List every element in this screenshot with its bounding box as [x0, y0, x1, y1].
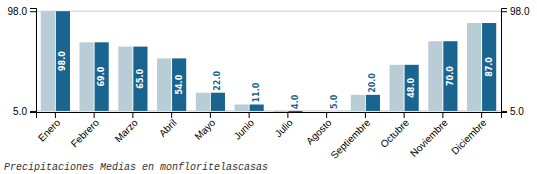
- title: Precipitaciones Medias en monfloritelasc…: [4, 162, 268, 173]
- bar: [211, 93, 225, 111]
- data-label: 54.0: [175, 74, 184, 94]
- data-label: 4.0: [291, 94, 300, 109]
- x-tick-label: Noviembre: [408, 117, 450, 159]
- x-tick-label: Febrero: [69, 117, 102, 150]
- x-tick: Diciembre: [449, 112, 489, 157]
- x-tick: Marzo: [113, 112, 141, 144]
- x-tick-label: Octubre: [378, 117, 411, 150]
- x-tick: Enero: [36, 112, 63, 144]
- data-label: 65.0: [136, 68, 145, 88]
- data-label: 48.0: [407, 78, 416, 98]
- x-tick-mark: [365, 112, 366, 118]
- data-label: 22.0: [213, 71, 222, 91]
- data-label: 70.0: [446, 66, 455, 86]
- x-tick-label: Mayo: [192, 117, 217, 142]
- x-tick-mark: [442, 112, 443, 118]
- bar: [95, 42, 109, 111]
- x-tick-mark: [287, 112, 288, 118]
- grid-line: [36, 11, 501, 12]
- x-tick-mark: [94, 112, 95, 118]
- x-tick-mark: [326, 112, 327, 118]
- x-tick: Abril: [157, 112, 179, 139]
- x-tick-mark: [171, 112, 172, 118]
- data-label: 87.0: [485, 57, 494, 77]
- bar: [235, 104, 249, 110]
- x-axis: EneroFebrero Marzo Abril Mayo Junio Julio Agos…: [36, 112, 502, 161]
- x-tick-label: Enero: [36, 117, 63, 144]
- x-tick-label: Abril: [157, 117, 179, 139]
- bar: [312, 110, 326, 111]
- data-label: 98.0: [58, 51, 67, 71]
- x-tick: Julio: [273, 112, 296, 139]
- x-tick: Agosto: [304, 112, 334, 147]
- y-tick-mark: [30, 11, 36, 12]
- x-tick-label: Agosto: [304, 117, 334, 147]
- bar: [133, 47, 147, 111]
- x-tick-mark: [481, 112, 482, 118]
- bar: [351, 95, 365, 111]
- y2-tick: 98.0: [501, 6, 530, 17]
- y2-tick-label: 5.0: [510, 106, 524, 117]
- x-tick: Junio: [232, 112, 257, 142]
- x-tick-label: Julio: [273, 117, 296, 140]
- bar: [327, 110, 341, 111]
- bar: [157, 58, 171, 111]
- y2-tick-mark: [501, 111, 507, 112]
- y-tick: 98.0: [8, 6, 36, 17]
- x-axis-line: [37, 113, 502, 119]
- y2-tick-label: 98.0: [510, 6, 530, 17]
- x-tick: Febrero: [69, 112, 102, 149]
- y-axis: 5.0 98.0: [8, 6, 37, 117]
- grid: [36, 11, 501, 111]
- y-tick: 5.0: [13, 106, 36, 117]
- x-tick: Septiembre: [329, 112, 373, 161]
- y-tick-label: 5.0: [13, 106, 27, 117]
- data-labels: 98.0 69.0 65.0 54.0 22.0 11.0 4.0 5.0 20.0 48.0 70…: [58, 51, 493, 109]
- y-tick-mark: [30, 111, 36, 112]
- bar: [428, 41, 442, 111]
- y2-axis: 5.0 98.0: [501, 6, 530, 117]
- data-label: 5.0: [330, 94, 339, 109]
- bars: [41, 11, 496, 112]
- x-tick-mark: [132, 112, 133, 118]
- y-tick-label: 98.0: [8, 6, 28, 17]
- data-label: 69.0: [97, 66, 106, 86]
- bar: [80, 42, 94, 111]
- bar: [250, 104, 264, 110]
- y2-tick-mark: [501, 11, 507, 12]
- x-tick-mark: [249, 112, 250, 118]
- y-axis-line: [30, 9, 37, 113]
- bar: [366, 95, 380, 111]
- x-tick-mark: [404, 112, 405, 118]
- x-tick: Noviembre: [408, 112, 450, 159]
- bar-series: [56, 11, 496, 112]
- bar: [288, 111, 302, 112]
- y2-tick: 5.0: [501, 106, 524, 117]
- bar: [405, 65, 419, 111]
- x-tick-mark: [55, 112, 56, 118]
- bar: [467, 23, 481, 111]
- bar: [118, 47, 132, 111]
- y2-axis-line: [502, 9, 508, 113]
- bar: [196, 93, 210, 111]
- x-tick: Mayo: [192, 112, 217, 142]
- bar: [172, 58, 186, 111]
- x-tick-label: Marzo: [113, 117, 141, 145]
- bar: [443, 41, 457, 111]
- bar: [273, 111, 287, 112]
- bar: [56, 11, 70, 111]
- x-tick-label: Junio: [232, 117, 257, 142]
- data-label: 11.0: [252, 82, 261, 102]
- bar: [482, 23, 496, 111]
- x-tick-label: Septiembre: [329, 117, 373, 161]
- x-tick-label: Diciembre: [449, 117, 489, 157]
- x-tick-mark: [210, 112, 211, 118]
- data-label: 20.0: [368, 73, 377, 93]
- bar-series: [41, 11, 481, 112]
- bar: [41, 11, 55, 111]
- bar: [390, 65, 404, 111]
- x-tick: Octubre: [378, 112, 411, 150]
- chart: 98.0 69.0 65.0 54.0 22.0 11.0 4.0 5.0 20.0 48.0 70…: [0, 0, 537, 174]
